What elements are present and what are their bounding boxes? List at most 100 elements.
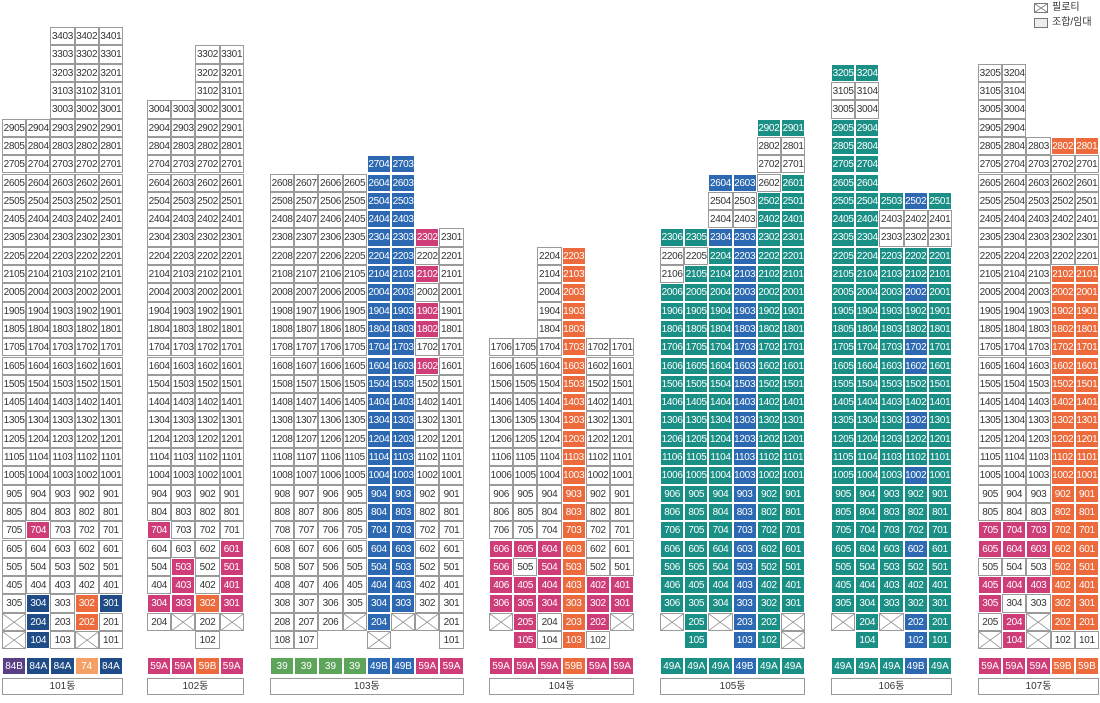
unit-cell: 2803 xyxy=(1026,136,1051,156)
unit-cell: 1705 xyxy=(978,338,1003,357)
unit-cell: 1501 xyxy=(610,374,635,394)
unit-cell: 1102 xyxy=(1050,448,1075,467)
unit-cell: 604 xyxy=(1002,539,1027,558)
unit-cell: 2403 xyxy=(879,210,904,229)
unit-cell: 1602 xyxy=(903,356,928,375)
unit-cell: 2804 xyxy=(26,136,51,156)
unit-cell: 1702 xyxy=(903,338,928,357)
unit-cell: 1206 xyxy=(489,429,514,448)
unit-cell: 1701 xyxy=(781,338,806,357)
unit-cell: 1203 xyxy=(391,429,416,448)
unit-cell: 1704 xyxy=(708,338,733,357)
unit-cell: 1601 xyxy=(610,356,635,375)
unit-cell: 1004 xyxy=(1002,466,1027,485)
unit-cell: 506 xyxy=(489,557,514,577)
unit-cell: 402 xyxy=(903,576,928,595)
unit-cell: 205 xyxy=(684,612,709,631)
unit-cell: 1403 xyxy=(171,393,196,412)
unit-cell: 1503 xyxy=(561,374,586,394)
unit-cell: 1104 xyxy=(366,448,391,467)
unit-cell: 1802 xyxy=(903,319,928,339)
piloti-legend-icon xyxy=(1034,3,1048,13)
unit-cell: 401 xyxy=(1074,576,1099,595)
unit-cell: 1502 xyxy=(585,374,610,394)
unit-cell: 2802 xyxy=(756,136,781,156)
unit-cell: 2502 xyxy=(74,191,99,211)
unit-cell: 1606 xyxy=(318,356,343,375)
unit-cell: 3402 xyxy=(74,27,99,46)
unit-cell: 1502 xyxy=(903,374,928,394)
unit-cell: 1204 xyxy=(366,429,391,448)
unit-cell: 2401 xyxy=(927,210,952,229)
unit-cell: 501 xyxy=(610,557,635,577)
unit-cell: 2901 xyxy=(219,118,244,137)
unit-cell: 2102 xyxy=(74,265,99,284)
unit-cell: 108 xyxy=(270,631,295,650)
unit-cell: 1203 xyxy=(732,429,757,448)
unit-cell: 2305 xyxy=(978,228,1003,247)
unit-cell: 404 xyxy=(855,576,880,595)
unit-cell: 2505 xyxy=(978,191,1003,211)
unit-cell: 1203 xyxy=(50,429,75,448)
unit-cell: 704 xyxy=(537,521,562,540)
unit-cell: 1703 xyxy=(1026,338,1051,357)
unit-cell: 302 xyxy=(585,594,610,613)
unit-cell: 1402 xyxy=(903,393,928,412)
unit-cell: 2004 xyxy=(147,283,172,302)
unit-cell: 1302 xyxy=(756,411,781,430)
unit-cell: 902 xyxy=(74,484,99,503)
unit-cell: 1405 xyxy=(831,393,856,412)
unit-type-label: 74 xyxy=(74,657,99,676)
unit-cell: 1003 xyxy=(1026,466,1051,485)
unit-type-label: 59B xyxy=(1074,657,1099,676)
unit-cell: 2604 xyxy=(366,173,391,192)
unit-cell: 3204 xyxy=(1002,63,1027,82)
unit-cell: 1404 xyxy=(1002,393,1027,412)
unit-cell: 604 xyxy=(366,539,391,558)
unit-type-label: 59B xyxy=(561,657,586,676)
unit-cell: 403 xyxy=(1026,576,1051,595)
unit-cell: 305 xyxy=(831,594,856,613)
unit-cell: 2307 xyxy=(294,228,319,247)
unit-type-label: 49A xyxy=(855,657,880,676)
unit-cell: 1408 xyxy=(270,393,295,412)
unit-cell: 102 xyxy=(585,631,610,650)
unit-cell: 1204 xyxy=(147,429,172,448)
unit-cell: 1804 xyxy=(855,319,880,339)
unit-cell: 3005 xyxy=(978,100,1003,119)
unit-cell: 405 xyxy=(342,576,367,595)
unit-cell: 1706 xyxy=(660,338,685,357)
unit-cell: 206 xyxy=(318,612,343,631)
unit-cell: 605 xyxy=(2,539,27,558)
unit-cell: 2404 xyxy=(708,210,733,229)
unit-cell: 601 xyxy=(1074,539,1099,558)
unit-cell: 1702 xyxy=(415,338,440,357)
unit-cell: 1101 xyxy=(98,448,123,467)
unit-cell: 406 xyxy=(489,576,514,595)
unit-cell: 1202 xyxy=(585,429,610,448)
unit-cell: 1502 xyxy=(756,374,781,394)
unit-cell: 901 xyxy=(439,484,464,503)
unit-cell: 1603 xyxy=(171,356,196,375)
unit-cell: 306 xyxy=(318,594,343,613)
unit-cell: 2402 xyxy=(756,210,781,229)
unit-cell: 705 xyxy=(342,521,367,540)
unit-cell: 702 xyxy=(903,521,928,540)
unit-cell: 403 xyxy=(732,576,757,595)
unit-cell: 208 xyxy=(270,612,295,631)
unit-cell: 1001 xyxy=(439,466,464,485)
unit-cell: 2504 xyxy=(1002,191,1027,211)
unit-cell: 1202 xyxy=(415,429,440,448)
unit-cell: 2201 xyxy=(781,246,806,265)
unit-cell: 3302 xyxy=(74,45,99,64)
piloti-cell xyxy=(2,631,27,650)
unit-cell: 1102 xyxy=(585,448,610,467)
unit-cell: 2505 xyxy=(2,191,27,211)
unit-cell: 402 xyxy=(1050,576,1075,595)
unit-cell: 2106 xyxy=(318,265,343,284)
unit-type-label: 49A xyxy=(660,657,685,676)
unit-cell: 2103 xyxy=(50,265,75,284)
unit-cell: 904 xyxy=(708,484,733,503)
piloti-cell xyxy=(781,612,806,631)
unit-cell: 2703 xyxy=(1026,155,1051,174)
